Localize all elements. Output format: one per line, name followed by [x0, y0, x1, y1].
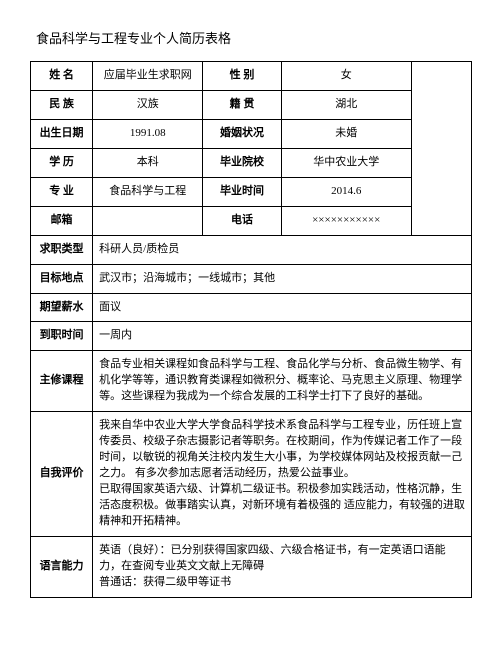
label-email: 邮箱	[31, 206, 93, 235]
label-jobtype: 求职类型	[31, 235, 93, 264]
value-target: 武汉市；沿海城市；一线城市；其他	[93, 264, 472, 293]
value-ethnic: 汉族	[93, 90, 203, 119]
value-major: 食品科学与工程	[93, 177, 203, 206]
label-salary: 期望薪水	[31, 293, 93, 322]
label-target: 目标地点	[31, 264, 93, 293]
row-courses: 主修课程 食品专业相关课程如食品科学与工程、食品化学与分析、食品微生物学、有机化…	[31, 351, 472, 412]
value-language: 英语（良好）：已分别获得国家四级、六级合格证书，有一定英语口语能力，在查阅专业英…	[93, 536, 472, 597]
row-name: 姓 名 应届毕业生求职网 性 别 女	[31, 62, 472, 91]
value-jobtype: 科研人员/质检员	[93, 235, 472, 264]
label-edu: 学 历	[31, 148, 93, 177]
value-salary: 面议	[93, 293, 472, 322]
value-native: 湖北	[281, 90, 411, 119]
label-name: 姓 名	[31, 62, 93, 91]
label-marriage: 婚姻状况	[203, 119, 281, 148]
label-courses: 主修课程	[31, 351, 93, 412]
row-edu: 学 历 本科 毕业院校 华中农业大学	[31, 148, 472, 177]
row-ethnic: 民 族 汉族 籍 贯 湖北	[31, 90, 472, 119]
row-major: 专 业 食品科学与工程 毕业时间 2014.6	[31, 177, 472, 206]
row-arrival: 到职时间 一周内	[31, 322, 472, 351]
value-name: 应届毕业生求职网	[93, 62, 203, 91]
value-email	[93, 206, 203, 235]
value-gradtime: 2014.6	[281, 177, 411, 206]
row-jobtype: 求职类型 科研人员/质检员	[31, 235, 472, 264]
value-courses: 食品专业相关课程如食品科学与工程、食品化学与分析、食品微生物学、有机化学等等，通…	[93, 351, 472, 412]
photo-cell	[411, 62, 471, 236]
label-gender: 性 别	[203, 62, 281, 91]
value-arrival: 一周内	[93, 322, 472, 351]
value-phone: ×××××××××××	[281, 206, 411, 235]
value-edu: 本科	[93, 148, 203, 177]
row-salary: 期望薪水 面议	[31, 293, 472, 322]
row-contact: 邮箱 电话 ×××××××××××	[31, 206, 472, 235]
row-selfeval: 自我评价 我来自华中农业大学大学食品科学技术系食品科学与工程专业，历任班上宣传委…	[31, 412, 472, 537]
value-gender: 女	[281, 62, 411, 91]
value-school: 华中农业大学	[281, 148, 411, 177]
label-birth: 出生日期	[31, 119, 93, 148]
label-selfeval: 自我评价	[31, 412, 93, 537]
value-selfeval: 我来自华中农业大学大学食品科学技术系食品科学与工程专业，历任班上宣传委员、校级子…	[93, 412, 472, 537]
label-ethnic: 民 族	[31, 90, 93, 119]
label-major: 专 业	[31, 177, 93, 206]
label-school: 毕业院校	[203, 148, 281, 177]
label-phone: 电话	[203, 206, 281, 235]
label-language: 语言能力	[31, 536, 93, 597]
value-marriage: 未婚	[281, 119, 411, 148]
row-language: 语言能力 英语（良好）：已分别获得国家四级、六级合格证书，有一定英语口语能力，在…	[31, 536, 472, 597]
label-gradtime: 毕业时间	[203, 177, 281, 206]
label-native: 籍 贯	[203, 90, 281, 119]
row-target: 目标地点 武汉市；沿海城市；一线城市；其他	[31, 264, 472, 293]
label-arrival: 到职时间	[31, 322, 93, 351]
row-birth: 出生日期 1991.08 婚姻状况 未婚	[31, 119, 472, 148]
value-birth: 1991.08	[93, 119, 203, 148]
resume-table: 姓 名 应届毕业生求职网 性 别 女 民 族 汉族 籍 贯 湖北 出生日期 19…	[30, 61, 472, 598]
page-title: 食品科学与工程专业个人简历表格	[36, 28, 472, 47]
